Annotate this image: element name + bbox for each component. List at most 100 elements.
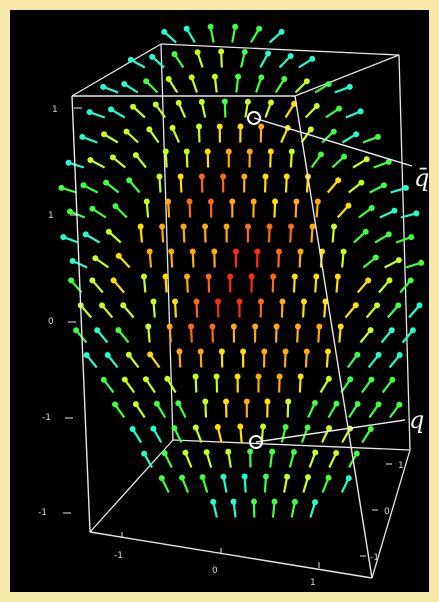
vector-arrow-head [100,83,107,90]
vector-arrow-head [288,148,295,155]
vector-arrow-head [103,179,110,186]
vector-arrow [166,323,173,343]
vector-arrow [361,376,375,394]
vector-arrow-head [211,248,218,255]
vector-arrow [314,81,332,94]
vector-arrow-head [251,498,258,505]
vector-arrow-head [269,448,276,455]
vector-arrow-head [265,50,272,57]
vector-arrow [180,223,187,243]
vector-arrow [319,375,332,394]
vector-arrow [223,223,230,243]
vector-arrow [254,248,261,268]
vector-arrow-head [100,376,107,383]
vector-arrow [232,248,239,268]
vector-arrow [334,273,341,293]
vector-arrow-head [385,158,392,165]
vector-arrow-head [340,248,347,255]
vector-arrow [279,298,286,318]
vector-arrow [243,398,250,418]
vector-arrow [266,223,273,243]
vector-arrow-head [341,153,348,160]
vector-arrow-head [291,273,298,280]
vector-arrow [345,108,364,119]
vector-arrow [177,173,184,193]
vector-arrow [137,223,144,243]
vector-arrow-head [177,173,184,180]
vector-arrow-head [229,198,236,205]
vector-arrow-head [183,148,190,155]
vector-arrow-head [209,323,216,330]
vector-arrow [384,257,402,269]
vector-arrow-head [89,277,96,284]
vector-arrow [65,159,85,169]
vector-arrow-head [214,298,221,305]
vector-arrow-head [336,105,343,112]
vector-arrow [199,474,209,493]
q-bar-pointer-line [253,117,413,167]
vector-arrow [153,400,167,419]
vector-arrow-head [107,106,114,113]
vector-arrow [194,49,204,68]
vector-arrow [272,198,279,218]
vector-arrow-head [388,327,395,334]
vector-arrow-head [112,401,119,408]
vector-arrow [186,198,193,218]
vector-arrow-head [325,474,332,481]
vector-arrow-head [282,423,289,430]
vector-arrow-head [110,277,117,284]
vector-arrow [230,498,237,518]
vector-arrow-head [194,49,201,56]
vector-arrow [100,376,115,394]
vector-arrow [340,248,347,268]
vector-arrow-head [218,48,225,55]
box-edge [89,439,174,533]
vector-arrow-head [408,234,415,241]
vector-arrow-head [142,376,149,383]
vector-arrow [239,48,248,68]
vector-arrow-head [230,323,237,330]
vector-arrow-head [285,398,292,405]
vector-arrow-head [220,473,227,480]
vector-arrow-head [300,298,307,305]
q-bar-marker [247,111,261,125]
vector-arrow [214,298,221,318]
vector-arrow [293,198,300,218]
vector-arrow [378,277,393,294]
vector-arrow-head [165,75,172,82]
vector-arrow-head [115,252,122,259]
vector-arrow-head [245,223,252,230]
vector-arrow-head [333,400,340,407]
vector-arrow [110,277,125,294]
vector-arrow-head [291,498,298,505]
vector-arrow [230,323,237,343]
vector-arrow-head [197,348,204,355]
vector-arrow [340,475,352,493]
vector-arrow-head [330,128,337,135]
vector-arrow-head [271,498,278,505]
vector-arrow [361,425,374,444]
vector-arrow [352,156,370,169]
vector-arrow [290,498,298,518]
vector-arrow [87,157,106,169]
vector-arrow-head [183,25,190,32]
vector-arrow-head [203,449,210,456]
vector-arrow-head [146,248,153,255]
vector-arrow [207,23,215,43]
vector-arrow-head [246,148,253,155]
vector-arrow [188,74,198,93]
vector-arrow [100,83,119,94]
vector-arrow-head [92,255,99,262]
vector-arrow-head [65,159,72,166]
vector-arrow [247,448,254,468]
vector-arrow-head [199,474,206,481]
vector-arrow-head [162,273,169,280]
vector-arrow-head [166,323,173,330]
vector-arrow-head [335,177,342,184]
vector-arrow-head [184,273,191,280]
vector-arrow-head [270,273,277,280]
vector-arrow [220,173,227,193]
vector-arrow-head [186,198,193,205]
vector-arrow [150,298,157,318]
vector-arrow-head [73,327,80,334]
